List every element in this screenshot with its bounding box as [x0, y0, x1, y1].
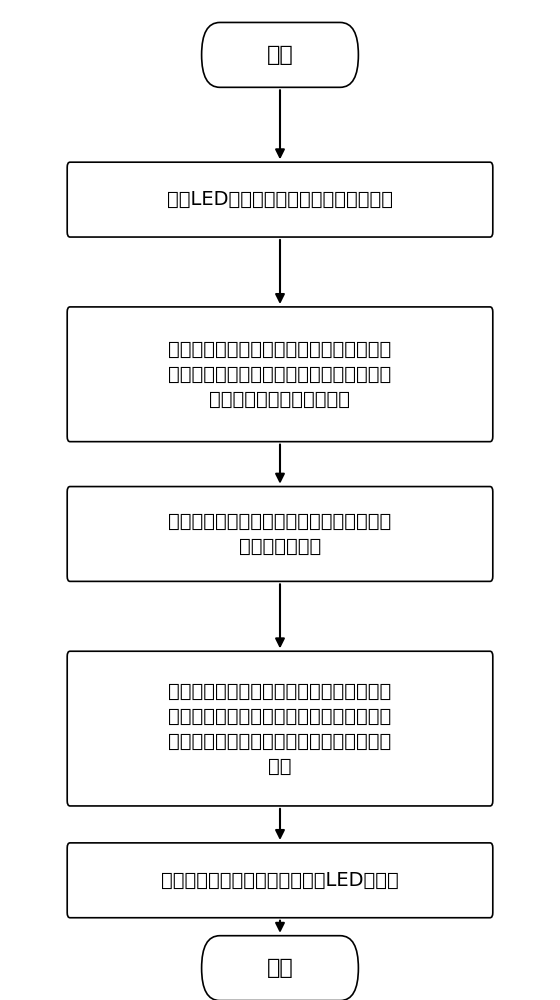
Text: 获取LED显示屏多个批次区域的亮色度值: 获取LED显示屏多个批次区域的亮色度值 — [167, 190, 393, 209]
Text: 在均匀色彩空间计算第一批次区域的公共亮
色度修正目标值: 在均匀色彩空间计算第一批次区域的公共亮 色度修正目标值 — [169, 512, 391, 556]
FancyBboxPatch shape — [202, 22, 358, 87]
Text: 开始: 开始 — [267, 45, 293, 65]
Text: 开始: 开始 — [267, 958, 293, 978]
FancyBboxPatch shape — [67, 162, 493, 237]
FancyBboxPatch shape — [67, 307, 493, 442]
Text: 计算公共亮色度目标值并将所述多个批次区
域划分成至少一个第一批次区域和除第一批
次区域之外的第二批次区域: 计算公共亮色度目标值并将所述多个批次区 域划分成至少一个第一批次区域和除第一批 … — [169, 340, 391, 409]
Text: 根据各个批次区域的亮色度值与所述公共亮
色度目标值和公共亮色度修正目标值其中的
对应者分别计算各个批次区域的亮色度校正
系数: 根据各个批次区域的亮色度值与所述公共亮 色度目标值和公共亮色度修正目标值其中的 … — [169, 682, 391, 776]
FancyBboxPatch shape — [67, 487, 493, 581]
FancyBboxPatch shape — [67, 651, 493, 806]
FancyBboxPatch shape — [202, 936, 358, 1000]
FancyBboxPatch shape — [67, 843, 493, 918]
Text: 将亮色度校正系数上传并应用于LED显示屏: 将亮色度校正系数上传并应用于LED显示屏 — [161, 871, 399, 890]
